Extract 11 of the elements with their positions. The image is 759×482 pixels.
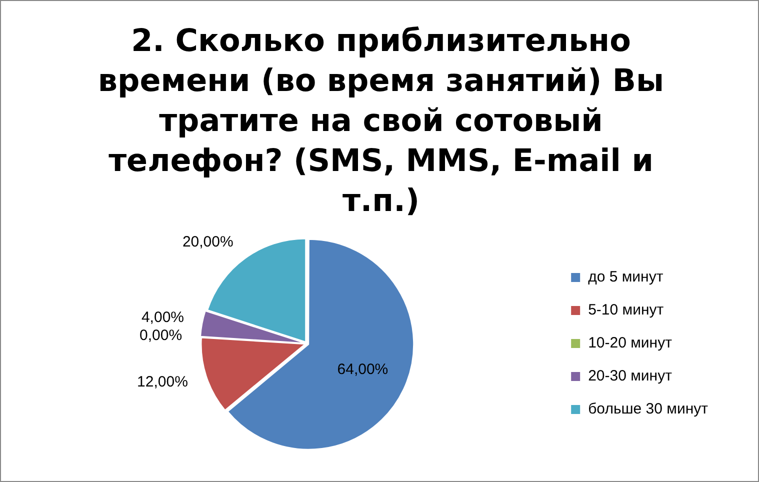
legend-label: 5-10 минут xyxy=(588,302,664,319)
legend-label: больше 30 минут xyxy=(588,400,708,418)
text: 0,00% xyxy=(139,326,182,344)
legend-label: 20-30 минут xyxy=(588,368,672,385)
data-label: 64,00% xyxy=(337,360,388,378)
data-label: 12,00% xyxy=(137,373,188,390)
chart-title: 2. Сколько приблизительно времени (во время занятий) Вы тратите на свой сотовый телефон? (SMS, MMS, E-mail и т.п.) xyxy=(96,22,666,221)
legend-label: до 5 минут xyxy=(588,268,664,286)
data-label: 4,00% xyxy=(141,308,184,326)
legend-label: 10-20 минут xyxy=(588,334,672,352)
data-label: 20,00% xyxy=(182,234,234,251)
